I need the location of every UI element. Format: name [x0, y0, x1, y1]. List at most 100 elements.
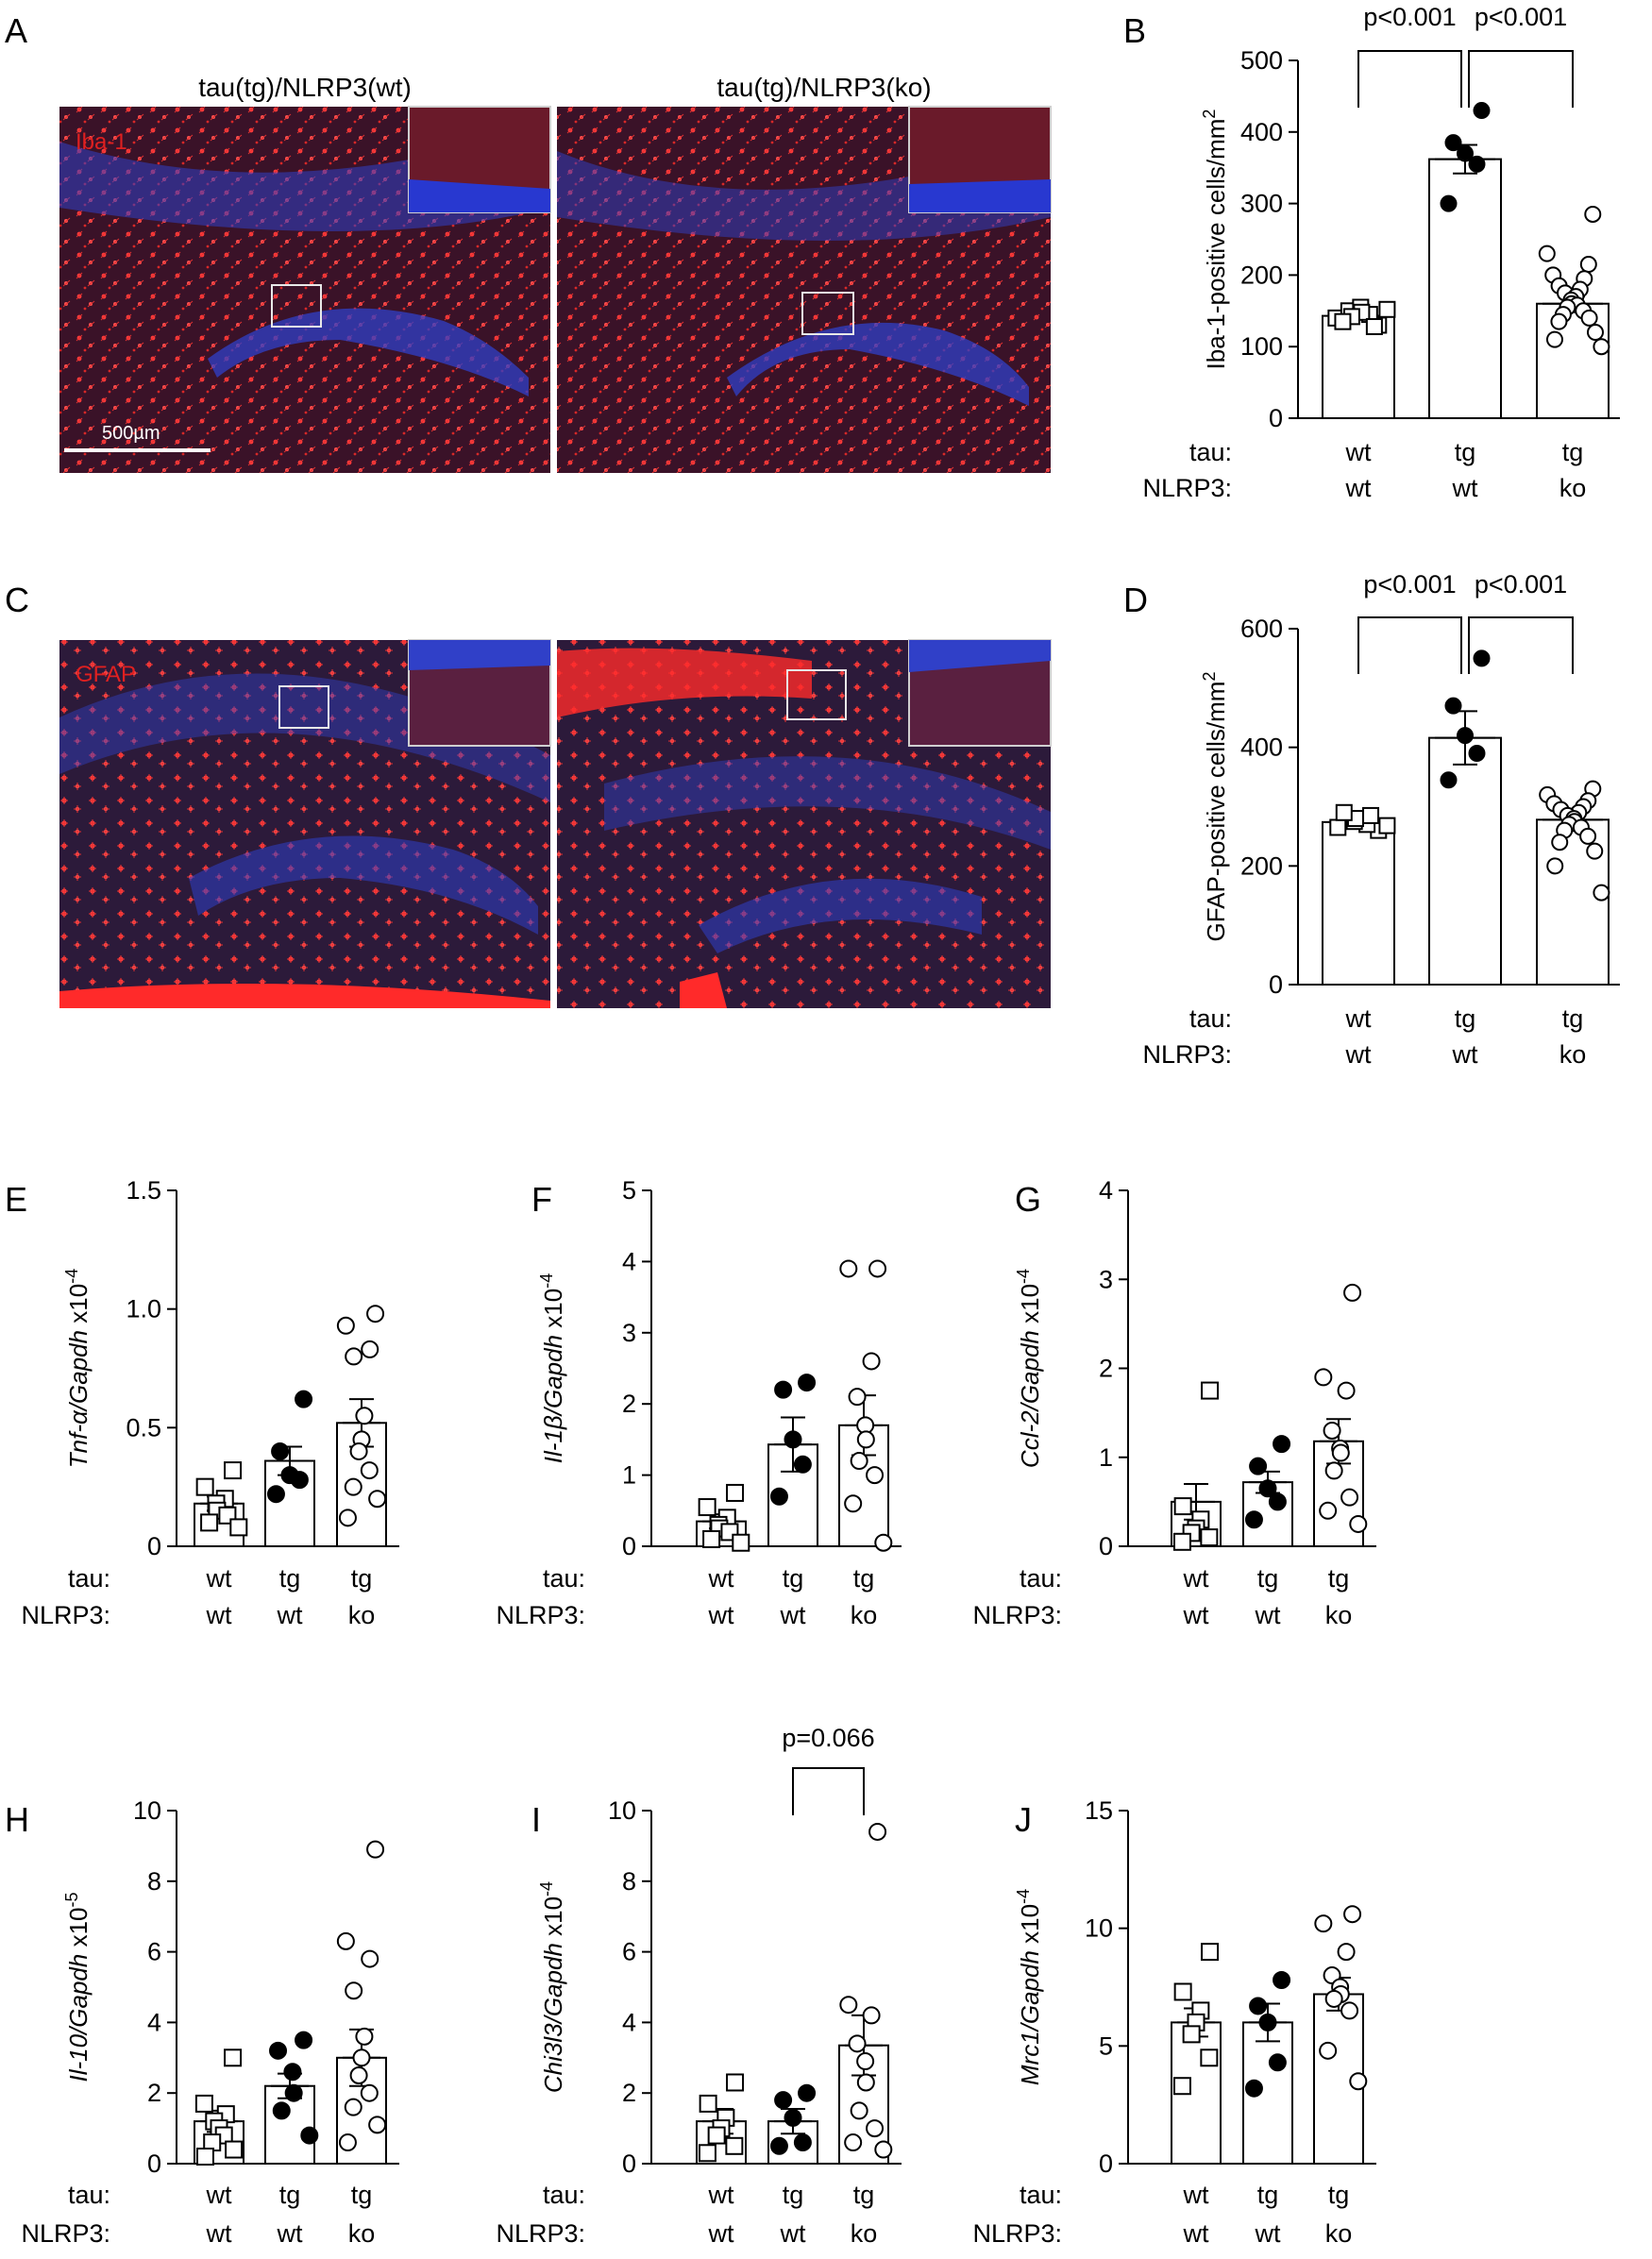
y-tick-label: 8: [147, 1867, 161, 1896]
chart-g: G 0 1 2 3 4 Ccl-2/Gapdh x10-4 tau: NLRP3: wt wt tg w…: [972, 1176, 1376, 1629]
significance-bracket: [1468, 616, 1574, 674]
row-label-tau: tau:: [68, 2181, 110, 2209]
data-point: [1268, 1492, 1287, 1511]
micrograph-gfap-ko: [557, 639, 1052, 1008]
group-label-tau: tg: [279, 2181, 301, 2209]
row-label-nlrp3: NLRP3:: [21, 2219, 110, 2248]
data-point: [1244, 2079, 1263, 2098]
data-point: [295, 2031, 313, 2049]
data-point: [194, 2094, 213, 2113]
data-point: [1258, 2013, 1277, 2031]
data-point: [1340, 2001, 1359, 2020]
group-label-nlrp3: ko: [1559, 1040, 1587, 1069]
panel-letter: D: [1123, 581, 1148, 619]
data-point: [1249, 1997, 1268, 2015]
group-label-nlrp3: ko: [1325, 1601, 1353, 1629]
data-point: [229, 1518, 248, 1537]
data-point: [793, 2133, 812, 2152]
data-point: [856, 2052, 875, 2071]
y-axis-label-text: Iba-1-positive cells/mm: [1202, 119, 1230, 370]
group-label-tau: wt: [1345, 1004, 1372, 1033]
data-point: [784, 1430, 802, 1449]
data-point: [769, 1487, 788, 1506]
group-label-nlrp3: wt: [780, 2219, 806, 2248]
data-point: [1579, 256, 1597, 274]
data-point: [868, 1259, 887, 1278]
panel-letter: B: [1123, 11, 1146, 50]
y-tick-label: 6: [622, 1938, 636, 1966]
data-point: [1586, 842, 1604, 860]
y-axis-label-sup: -5: [62, 1892, 81, 1907]
group-label-nlrp3: wt: [1255, 1601, 1281, 1629]
group-label-tau: tg: [853, 1564, 875, 1593]
y-tick-label: 2: [622, 1390, 636, 1418]
group-label-tau: tg: [279, 1564, 301, 1593]
data-point: [839, 1259, 858, 1278]
data-point: [361, 1340, 379, 1358]
y-tick-label: 200: [1240, 261, 1283, 289]
data-point: [1378, 300, 1396, 318]
y-axis-label-mult: x10: [539, 1897, 567, 1943]
data-point: [866, 2119, 885, 2138]
data-point: [856, 2073, 875, 2092]
bar: [1536, 302, 1610, 419]
group-label-nlrp3: wt: [780, 1601, 806, 1629]
data-point: [1579, 827, 1597, 845]
data-point: [300, 2126, 319, 2145]
data-point: [345, 1981, 363, 2000]
y-tick-label: 8: [622, 1867, 636, 1896]
data-point: [1172, 1532, 1191, 1551]
data-point: [1273, 1435, 1291, 1454]
group-label-nlrp3: wt: [708, 1601, 734, 1629]
data-point: [1172, 2077, 1191, 2096]
data-point: [1200, 2048, 1219, 2067]
group-label-tau: tg: [1257, 2181, 1279, 2209]
y-tick-label: 4: [622, 1247, 636, 1275]
data-point: [725, 2136, 744, 2155]
y-tick-label: 1.0: [126, 1295, 161, 1323]
y-axis-label-sup: -4: [1014, 1889, 1033, 1904]
data-point: [224, 2048, 243, 2067]
micrograph-iba1-wt: [59, 106, 551, 473]
row-label-tau: tau:: [1020, 2181, 1062, 2209]
y-tick-label: 4: [622, 2008, 636, 2036]
y-axis-label-mult: x10: [64, 1284, 93, 1330]
data-point: [1201, 1943, 1220, 1962]
data-point: [874, 1533, 893, 1552]
data-point: [707, 2126, 726, 2145]
data-point: [1324, 1989, 1343, 2008]
data-point: [1349, 2072, 1368, 2091]
group-label-nlrp3: wt: [1183, 2219, 1209, 2248]
group-label-nlrp3: wt: [708, 2219, 734, 2248]
data-point: [1337, 1381, 1356, 1400]
y-tick-label: 3: [622, 1319, 636, 1347]
data-point: [360, 2083, 379, 2102]
group-label-nlrp3: wt: [1183, 1601, 1209, 1629]
group-label-nlrp3: wt: [206, 2219, 232, 2248]
data-point: [1551, 834, 1569, 851]
y-axis-label-gene: Ccl-2/Gapdh: [1016, 1330, 1044, 1468]
data-point: [874, 2140, 893, 2159]
data-point: [224, 1461, 243, 1480]
chart-h: H 0 2 4 6 8 10 Il-10/Gapdh x10-5 tau: NLRP3: wt wt t…: [5, 1796, 399, 2248]
y-tick-label: 0: [147, 2149, 161, 2178]
group-label-tau: tg: [351, 1564, 373, 1593]
y-tick-label: 5: [622, 1176, 636, 1205]
data-point: [1324, 1461, 1343, 1480]
y-tick-label: 0: [622, 2149, 636, 2178]
data-point: [1587, 324, 1604, 342]
y-axis-label-gene: Il-10/Gapdh: [64, 1954, 93, 2082]
y-axis-label: Chi3l3/Gapdh x10-4: [537, 1881, 567, 2093]
y-axis-label-sup: 2: [1200, 672, 1219, 682]
data-point: [1173, 1982, 1192, 2001]
data-point: [1580, 309, 1598, 327]
data-point: [726, 2073, 745, 2092]
panel-letter-c: C: [5, 581, 29, 619]
y-axis-label-sup: -4: [537, 1881, 556, 1897]
significance-bracket: [1357, 50, 1462, 108]
group-label-nlrp3: ko: [348, 2219, 376, 2248]
data-point: [1545, 330, 1563, 348]
bar: [1171, 2021, 1222, 2165]
row-label-nlrp3: NLRP3:: [972, 2219, 1062, 2248]
group-label-nlrp3: ko: [851, 1601, 878, 1629]
